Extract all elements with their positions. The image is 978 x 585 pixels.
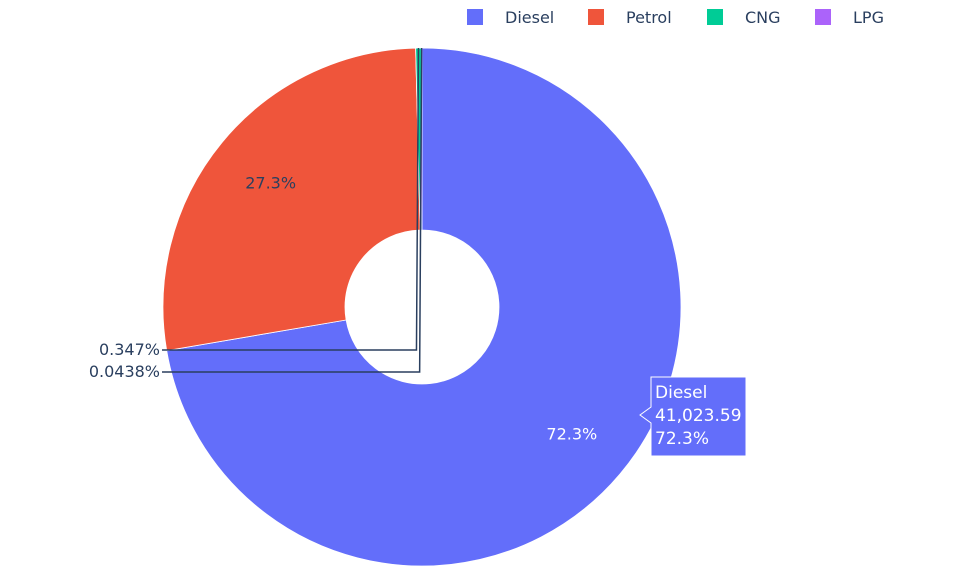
hover-box bbox=[639, 376, 747, 457]
slice-label-diesel: 72.3% bbox=[546, 424, 597, 443]
slice-labels: 72.3% 27.3% 0.347% 0.0438% bbox=[89, 47, 597, 443]
hover-series: Diesel bbox=[655, 383, 707, 403]
legend-label-lpg: LPG bbox=[853, 8, 884, 27]
legend-swatch-petrol bbox=[588, 9, 604, 25]
legend-item-lpg[interactable]: LPG bbox=[815, 8, 884, 27]
leader-line-lpg bbox=[162, 47, 423, 373]
slice-label-cng: 0.347% bbox=[99, 340, 160, 359]
slice-label-lpg: 0.0438% bbox=[89, 362, 160, 381]
slice-diesel[interactable] bbox=[166, 47, 682, 567]
legend-label-diesel: Diesel bbox=[505, 8, 554, 27]
hover-value: 41,023.59 bbox=[655, 406, 742, 426]
legend-label-cng: CNG bbox=[745, 8, 781, 27]
hover-tooltip: Diesel 41,023.59 72.3% bbox=[639, 376, 747, 457]
slice-label-petrol: 27.3% bbox=[245, 173, 296, 192]
legend-item-cng[interactable]: CNG bbox=[707, 8, 781, 27]
hover-percent: 72.3% bbox=[655, 429, 709, 449]
legend-item-diesel[interactable]: Diesel bbox=[467, 8, 554, 27]
legend-swatch-diesel bbox=[467, 9, 483, 25]
donut-slices bbox=[162, 47, 682, 567]
legend-swatch-cng bbox=[707, 9, 723, 25]
legend-item-petrol[interactable]: Petrol bbox=[588, 8, 672, 27]
leader-line-cng bbox=[162, 48, 420, 351]
slice-petrol[interactable] bbox=[162, 47, 421, 352]
legend-label-petrol: Petrol bbox=[626, 8, 672, 27]
legend: Diesel Petrol CNG LPG bbox=[467, 8, 884, 27]
legend-swatch-lpg bbox=[815, 9, 831, 25]
